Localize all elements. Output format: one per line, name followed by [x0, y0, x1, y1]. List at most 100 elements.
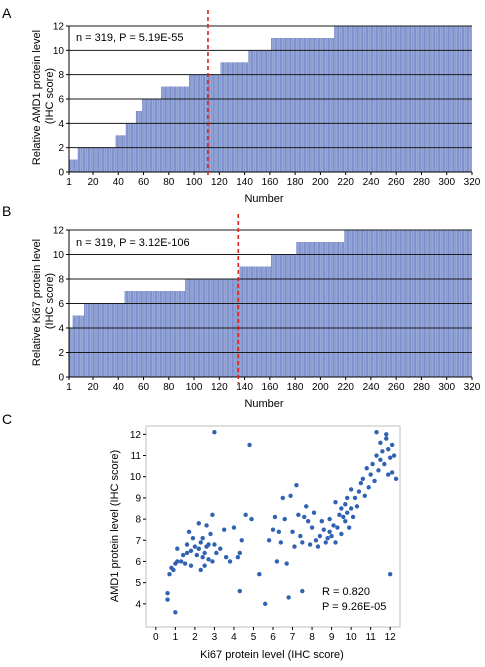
panel-a-bar	[291, 38, 293, 173]
panel-c-point	[165, 597, 170, 602]
panel-a-bar	[330, 38, 332, 173]
panel-b-xtick-label: 260	[388, 382, 405, 393]
panel-b-xtick-label: 180	[287, 382, 304, 393]
panel-b-bar	[108, 303, 110, 378]
panel-a-bar	[329, 38, 331, 173]
panel-a-bar	[123, 135, 125, 173]
panel-a-bar	[75, 159, 77, 173]
panel-a-bar	[159, 98, 161, 173]
panel-c-point	[386, 472, 391, 477]
panel-c-point	[237, 550, 242, 556]
panel-b-bar	[249, 266, 251, 378]
panel-a-bar	[171, 86, 173, 173]
panel-a-bar	[80, 147, 82, 173]
panel-a-bar	[100, 147, 102, 173]
panel-a-ylabel-line1: Relative AMD1 protein level	[31, 30, 43, 165]
panel-c-xlabel: Ki67 protein level (IHC score)	[200, 649, 344, 661]
panel-c-point	[325, 535, 330, 541]
panel-c-point	[378, 457, 383, 462]
panel-a-bar	[175, 86, 177, 173]
panel-a-bar	[108, 147, 110, 173]
panel-c-point	[339, 531, 344, 537]
panel-a-bar	[118, 135, 120, 173]
panel-c-point	[339, 506, 344, 511]
panel-a-bar	[302, 38, 304, 173]
panel-a-bar	[259, 50, 261, 173]
panel-b-ytick-label: 12	[53, 226, 65, 237]
panel-c-point	[358, 480, 364, 486]
panel-b-bar	[135, 291, 137, 378]
panel-a-bar	[263, 50, 265, 173]
panel-a-bar	[248, 50, 250, 173]
panel-c-point	[300, 540, 305, 545]
panel-b-bar	[302, 242, 304, 378]
panel-b-ytick-label: 10	[53, 250, 65, 261]
panel-a-bar	[178, 86, 180, 173]
panel-c-xtick-label: 12	[385, 632, 397, 643]
panel-b-bar	[120, 303, 122, 378]
panel-b-bar	[253, 266, 255, 378]
panel-a-bar	[278, 38, 280, 173]
panel-c-point	[223, 555, 229, 560]
panel-c-point	[391, 453, 397, 458]
panel-a-bar	[111, 147, 113, 173]
panel-b-bar	[272, 254, 274, 378]
panel-c-point	[380, 449, 385, 454]
panel-c-xtick-label: 9	[329, 632, 335, 643]
panel-b-bar	[124, 291, 126, 378]
panel-c-ytick-label: 11	[131, 451, 142, 462]
panel-a-ytick-label: 0	[58, 168, 64, 179]
panel-b-bar	[143, 291, 145, 378]
panel-b-bar	[247, 266, 249, 378]
panel-b-bar	[321, 242, 323, 378]
panel-a-bar	[326, 38, 328, 173]
panel-c-point	[348, 487, 354, 492]
panel-b-yticks: 0 2 4 6 8 10 12	[53, 226, 69, 384]
panel-c-ylabel: AMD1 protein level (IHC score)	[109, 450, 121, 602]
panel-a-bar	[149, 98, 151, 173]
panel-c-point	[378, 440, 383, 446]
panel-a-xtick-label: 80	[163, 177, 175, 188]
panel-b-bar	[123, 303, 125, 378]
panel-c-point	[184, 542, 190, 547]
panel-a-bar	[151, 98, 153, 173]
panel-b-bar	[284, 254, 286, 378]
panel-b-bar	[134, 291, 136, 378]
panel-a-bar	[90, 147, 92, 173]
panel-a-bar	[89, 147, 91, 173]
panel-c-point	[315, 544, 321, 549]
panel-c-point	[182, 561, 188, 566]
panel-a-bar	[142, 98, 144, 173]
panel-b-xtick-label: 280	[413, 382, 430, 393]
panel-c-point	[202, 563, 207, 568]
panel-b-bar	[127, 291, 129, 378]
panel-a-bar	[310, 38, 312, 173]
panel-c-point	[276, 529, 282, 534]
panel-c-r-text: R = 0.820	[322, 586, 370, 598]
panel-a-bar	[252, 50, 254, 173]
panel-b-xtick-label: 240	[363, 382, 380, 393]
panel-a-bar	[331, 38, 333, 173]
panel-b-bar	[327, 242, 329, 378]
panel-c-point	[343, 519, 348, 524]
panel-a-bar	[158, 98, 160, 173]
panel-b-bar	[310, 242, 312, 378]
panel-a-bar	[286, 38, 288, 173]
panel-b-bar	[148, 291, 150, 378]
panel-c-point	[175, 546, 180, 551]
panel-c-point	[311, 510, 317, 515]
panel-b-bar	[298, 242, 300, 378]
panel-b-bar	[161, 291, 163, 378]
panel-b-xtick-label: 320	[464, 382, 481, 393]
panel-c-point	[198, 567, 203, 573]
panel-a-bar	[303, 38, 305, 173]
panel-b-bar	[113, 303, 115, 378]
panel-a-bar	[79, 147, 81, 173]
panel-b-bar	[239, 266, 241, 378]
panel-a-xtick-label: 300	[438, 177, 455, 188]
panel-b-bar	[297, 242, 299, 378]
panel-c-point	[294, 482, 299, 488]
panel-c-point	[262, 601, 268, 607]
panel-a-bar	[157, 98, 159, 173]
panel-b-bar	[276, 254, 278, 378]
